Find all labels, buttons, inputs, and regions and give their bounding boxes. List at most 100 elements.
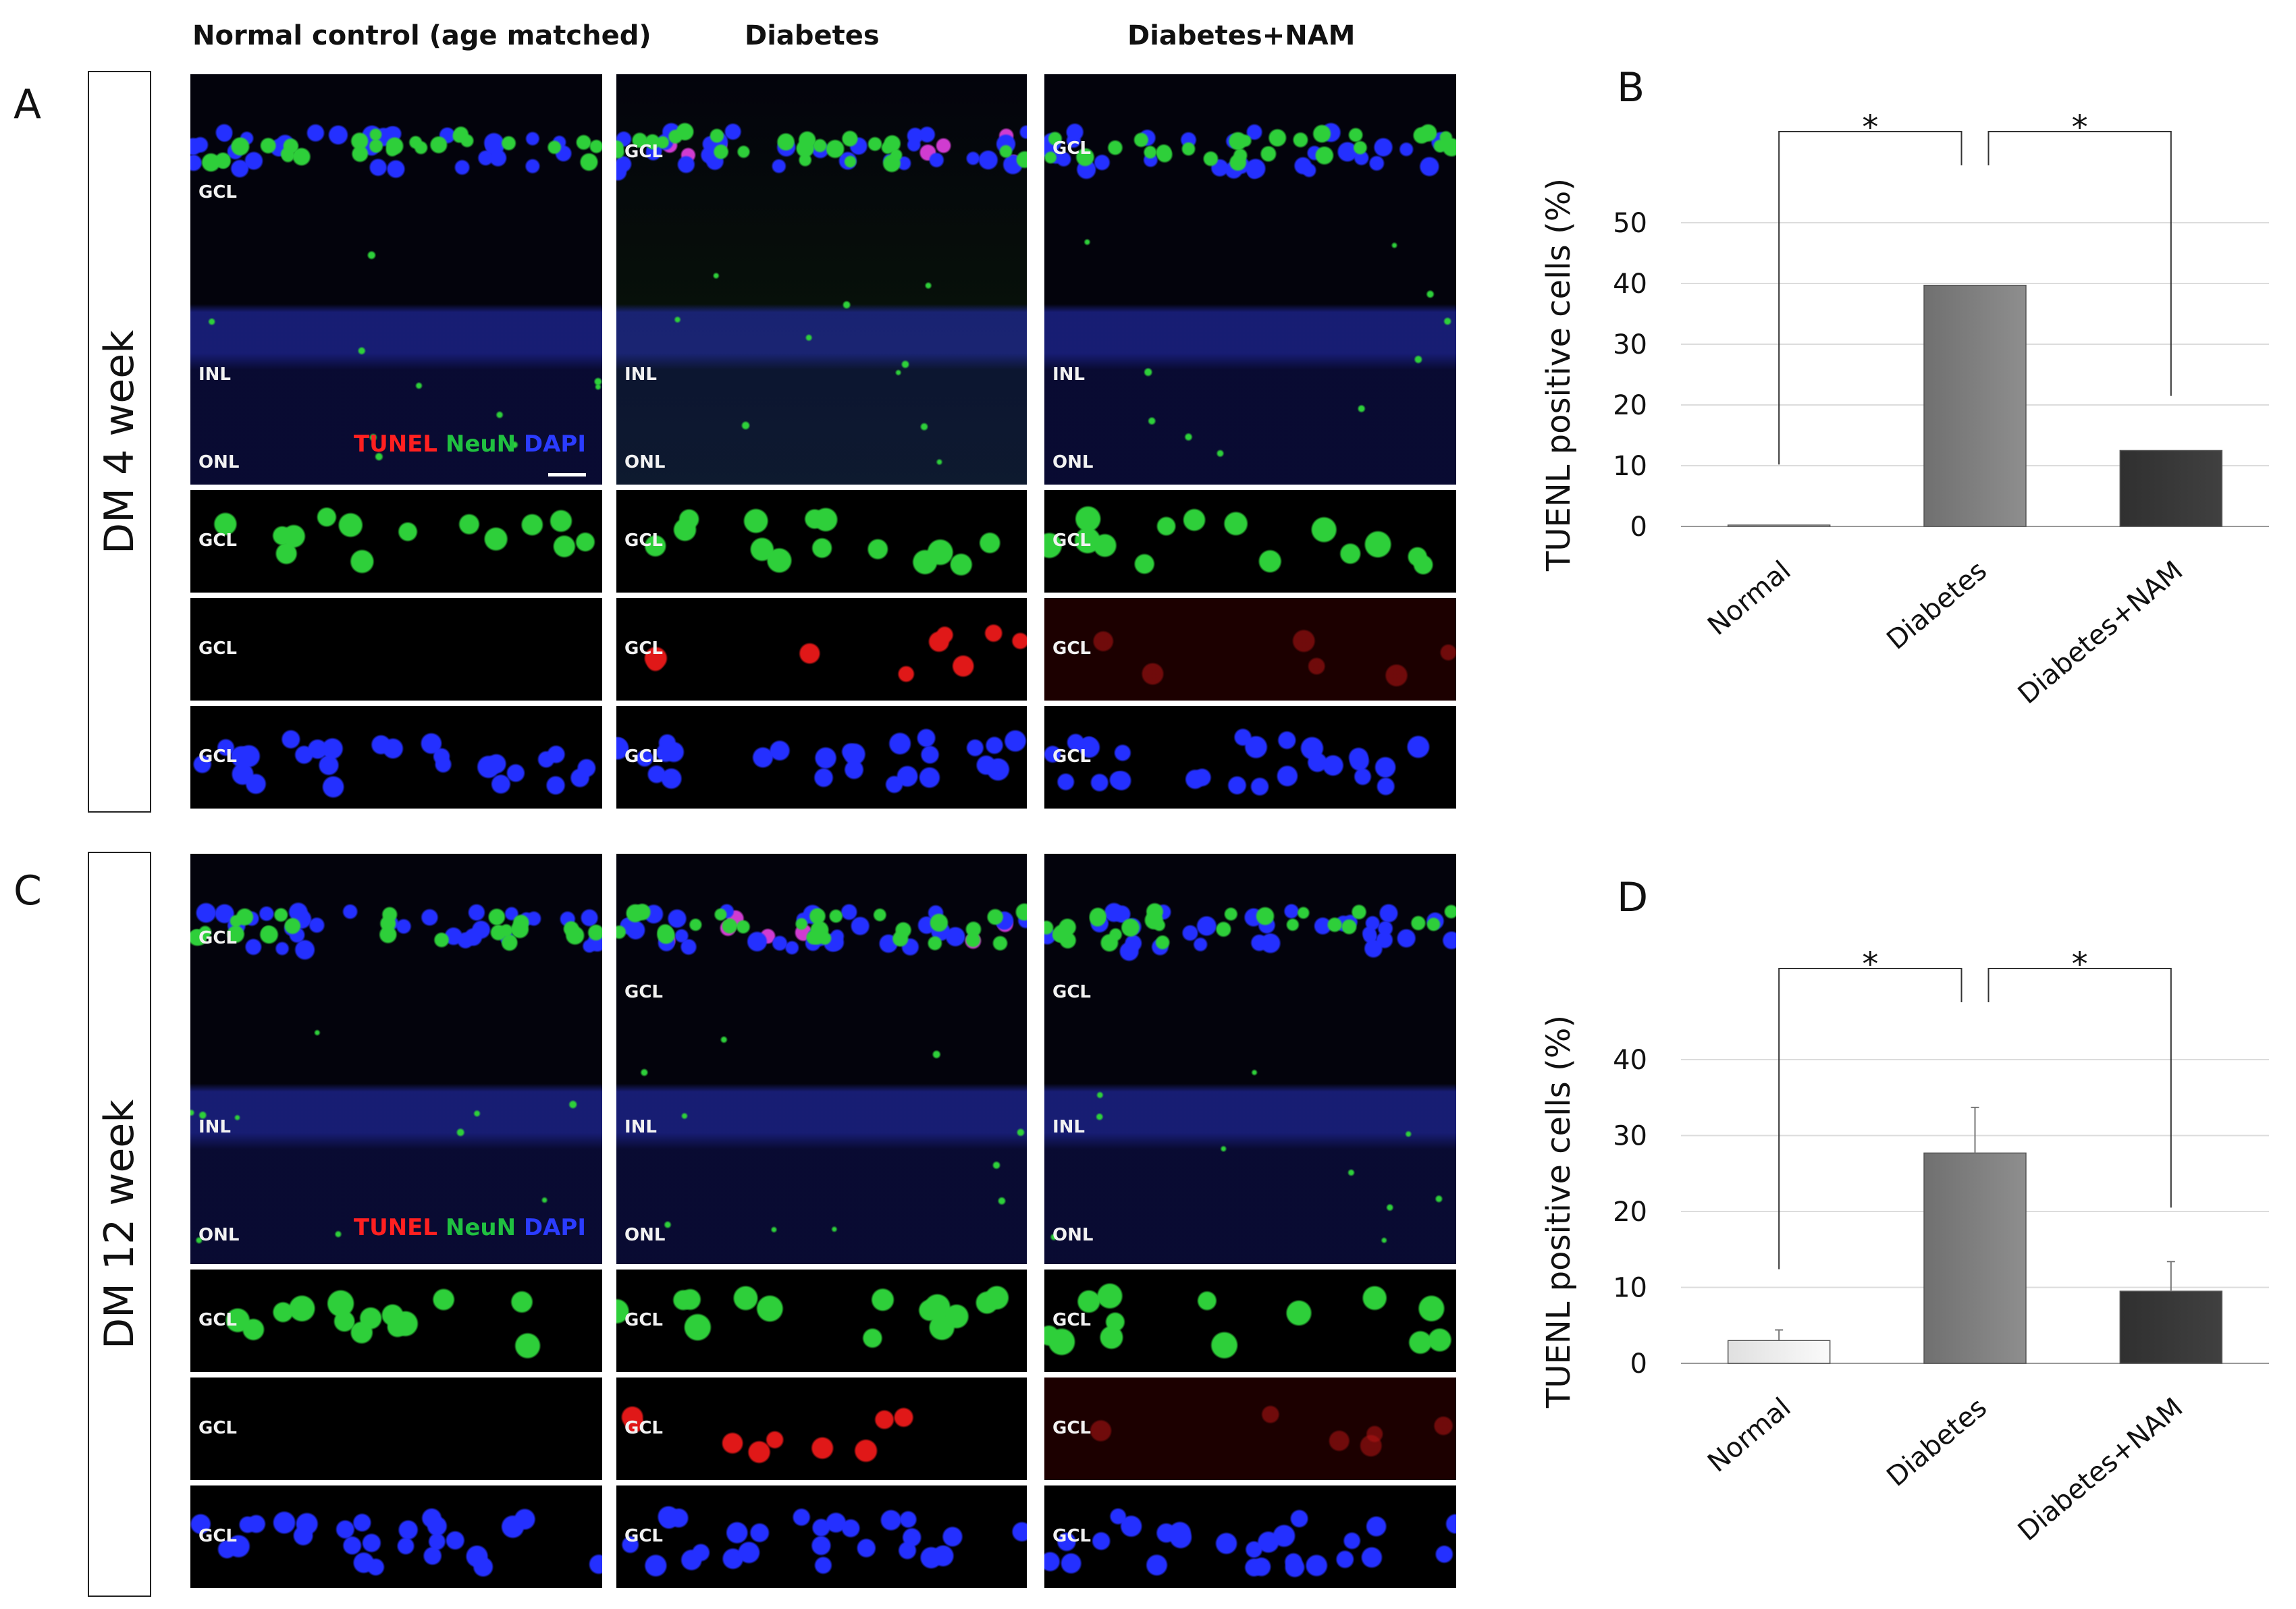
stain-legend: TUNEL NeuN DAPI	[354, 1214, 586, 1241]
gcl-label: GCL	[624, 746, 663, 767]
strip-red-4-week-normal: GCL	[190, 598, 602, 701]
strip-blue-4-week-diabetes: GCL	[616, 706, 1027, 809]
y-axis-label: TUENL positive cells (%)	[1540, 1015, 1578, 1409]
gcl-label: GCL	[198, 530, 237, 551]
stain-legend: TUNEL NeuN DAPI	[354, 431, 586, 458]
legend-tunel: TUNEL	[353, 431, 446, 458]
strip-blue-12-week-normal: GCL	[190, 1485, 602, 1588]
gcl-label: GCL	[624, 982, 663, 1002]
gcl-label: GCL	[624, 638, 663, 659]
chart-panel-b: 0 10 20 30 40 50 TUENL positive cells (%) Norma…	[1540, 109, 2269, 710]
strip-green-4-week-diabetes-nam: GCL	[1044, 490, 1456, 593]
merge-panel-4-week-diabetes: GCL INL ONL	[616, 74, 1027, 485]
merge-panel-12-week-normal: GCL INL ONL TUNEL NeuN DAPI	[190, 854, 602, 1264]
significance-star: *	[2072, 946, 2088, 983]
bar-normal	[1727, 1340, 1831, 1364]
y-tick-label: 20	[1613, 1197, 1647, 1228]
row-label-box-12-week: DM 12 week	[88, 852, 151, 1597]
significance-star: *	[1862, 946, 1878, 983]
x-tick-label: Diabetes	[1881, 555, 1993, 655]
strip-blue-12-week-diabetes-nam: GCL	[1044, 1485, 1456, 1588]
x-tick-label: Normal	[1702, 555, 1796, 641]
y-tick-label: 20	[1613, 390, 1647, 421]
onl-label: ONL	[624, 1225, 666, 1245]
onl-label: ONL	[624, 452, 666, 472]
onl-label: ONL	[1052, 452, 1094, 472]
row-label-12-week: DM 12 week	[96, 1099, 143, 1350]
gcl-label: GCL	[1052, 638, 1091, 659]
gcl-label: GCL	[198, 638, 237, 659]
onl-label: ONL	[198, 452, 240, 472]
onl-label: ONL	[198, 1225, 240, 1245]
gcl-label: GCL	[1052, 530, 1091, 551]
x-tick-label: Normal	[1702, 1392, 1796, 1478]
y-tick-label: 30	[1613, 329, 1647, 360]
row-label-box-4-week: DM 4 week	[88, 71, 151, 813]
scale-bar	[548, 473, 586, 476]
bar-diabetes	[1923, 284, 2027, 527]
y-tick-label: 0	[1630, 1348, 1647, 1380]
gcl-label: GCL	[624, 530, 663, 551]
gcl-label: GCL	[198, 746, 237, 767]
strip-green-12-week-diabetes-nam: GCL	[1044, 1270, 1456, 1372]
legend-neun: NeuN	[445, 431, 524, 458]
x-tick-label: Diabetes	[1881, 1392, 1993, 1492]
onl-label: ONL	[1052, 1225, 1094, 1245]
strip-green-12-week-normal: GCL	[190, 1270, 602, 1372]
inl-label: INL	[624, 1117, 658, 1137]
panel-letter-a: A	[14, 81, 42, 128]
column-header-diabetes: Diabetes	[745, 20, 880, 51]
y-axis-label: TUENL positive cells (%)	[1540, 178, 1578, 572]
gcl-label: GCL	[624, 1310, 663, 1330]
strip-green-4-week-normal: GCL	[190, 490, 602, 593]
row-label-4-week: DM 4 week	[96, 329, 143, 554]
significance-bracket	[1987, 131, 2172, 396]
strip-red-12-week-diabetes-nam: GCL	[1044, 1378, 1456, 1480]
gcl-label: GCL	[1052, 1310, 1091, 1330]
gcl-label: GCL	[1052, 982, 1091, 1002]
gcl-label: GCL	[198, 182, 237, 202]
panel-letter-c: C	[14, 867, 42, 915]
merge-panel-4-week-diabetes-nam: GCL INL ONL	[1044, 74, 1456, 485]
bar-diabetes	[1923, 1152, 2027, 1364]
inl-label: INL	[198, 1117, 232, 1137]
significance-bracket	[1778, 131, 1963, 465]
column-header-normal: Normal control (age matched)	[192, 20, 651, 51]
merge-panel-4-week-normal: GCL INL ONL TUNEL NeuN DAPI	[190, 74, 602, 485]
legend-tunel: TUNEL	[353, 1214, 446, 1241]
gcl-label: GCL	[198, 1310, 237, 1330]
inl-label: INL	[1052, 364, 1086, 385]
column-header-diabetes-nam: Diabetes+NAM	[1127, 20, 1356, 51]
gcl-label: GCL	[624, 142, 663, 162]
strip-green-4-week-diabetes: GCL	[616, 490, 1027, 593]
significance-star: *	[1862, 109, 1878, 146]
gcl-label: GCL	[198, 1526, 237, 1546]
gcl-label: GCL	[1052, 1526, 1091, 1546]
strip-blue-4-week-diabetes-nam: GCL	[1044, 706, 1456, 809]
x-tick-label: Diabetes+NAM	[2012, 1392, 2189, 1547]
panel-letter-b: B	[1617, 64, 1645, 111]
gcl-label: GCL	[1052, 1418, 1091, 1438]
x-tick-label: Diabetes+NAM	[2012, 555, 2189, 710]
strip-red-4-week-diabetes-nam: GCL	[1044, 598, 1456, 701]
gcl-label: GCL	[624, 1526, 663, 1546]
significance-star: *	[2072, 109, 2088, 146]
y-tick-label: 30	[1613, 1121, 1647, 1152]
inl-label: INL	[624, 364, 658, 385]
y-tick-label: 40	[1613, 1045, 1647, 1076]
strip-red-12-week-diabetes: GCL	[616, 1378, 1027, 1480]
inl-label: INL	[198, 364, 232, 385]
bar-diabetes-nam	[2119, 449, 2223, 527]
chart-panel-d: 0 10 20 30 40 TUENL positive cells (%) Normal D…	[1540, 946, 2269, 1547]
gcl-label: GCL	[624, 1418, 663, 1438]
bar-diabetes-nam	[2119, 1290, 2223, 1364]
gcl-label: GCL	[198, 1418, 237, 1438]
bar-normal	[1727, 524, 1831, 527]
y-tick-label: 40	[1613, 269, 1647, 300]
strip-red-12-week-normal: GCL	[190, 1378, 602, 1480]
y-tick-label: 10	[1613, 1273, 1647, 1304]
inl-label: INL	[1052, 1117, 1086, 1137]
merge-panel-12-week-diabetes-nam: GCL INL ONL	[1044, 854, 1456, 1264]
gcl-label: GCL	[1052, 746, 1091, 767]
significance-bracket	[1987, 968, 2172, 1208]
